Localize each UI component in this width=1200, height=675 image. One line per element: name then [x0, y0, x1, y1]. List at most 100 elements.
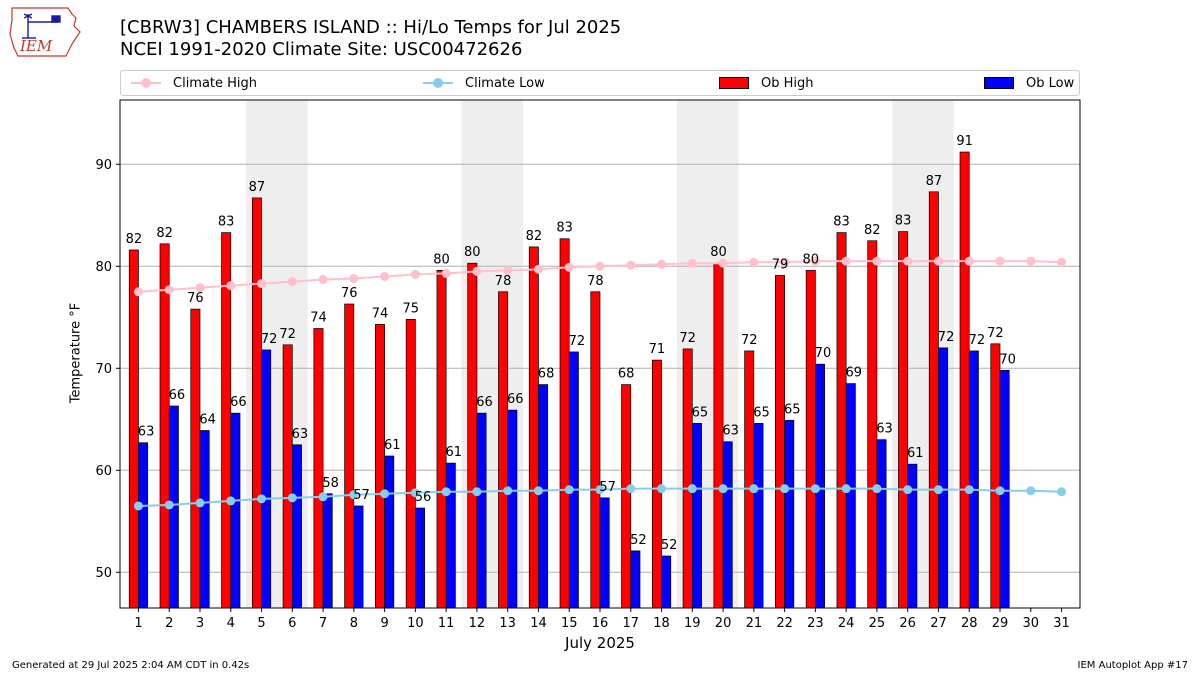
bar-ob-high — [344, 303, 355, 609]
x-tick-label: 19 — [684, 616, 701, 631]
bar-ob-high — [590, 291, 601, 609]
bar-ob-low — [691, 423, 702, 609]
data-label-ob-low: 61 — [907, 446, 924, 461]
bar-ob-low — [661, 555, 672, 609]
data-label-ob-low: 72 — [938, 330, 955, 345]
bar-ob-high — [159, 243, 170, 609]
data-label-ob-high: 72 — [679, 331, 696, 346]
bar-ob-low — [445, 462, 456, 609]
y-tick-label: 90 — [95, 158, 112, 173]
data-label-ob-low: 70 — [999, 352, 1016, 367]
bar-ob-low — [599, 497, 610, 609]
data-label-ob-high: 68 — [618, 367, 635, 382]
data-label-ob-low: 66 — [507, 392, 524, 407]
data-label-ob-low: 63 — [722, 424, 739, 439]
data-label-ob-low: 66 — [169, 388, 186, 403]
bar-ob-low — [876, 439, 887, 609]
data-label-ob-low: 52 — [630, 533, 647, 548]
legend-label-ob-low: Ob Low — [1026, 75, 1075, 91]
climate-low-point — [441, 487, 451, 497]
bar-ob-high — [375, 324, 385, 609]
legend-label-climate-high: Climate High — [173, 75, 258, 91]
climate-low-point — [226, 496, 236, 506]
climate-high-point — [626, 260, 636, 270]
bar-ob-low — [353, 505, 364, 609]
bar-ob-low — [938, 347, 949, 609]
data-label-ob-high: 83 — [833, 215, 850, 230]
bar-ob-low — [568, 351, 579, 609]
x-tick-label: 3 — [196, 616, 204, 631]
data-label-ob-low: 68 — [538, 367, 555, 382]
x-tick-label: 2 — [165, 616, 173, 631]
bar-ob-low — [138, 442, 149, 609]
data-label-ob-high: 71 — [649, 342, 666, 357]
bar-ob-high — [805, 270, 816, 609]
y-axis-label: Temperature °F — [68, 302, 84, 404]
climate-low-point — [472, 487, 482, 497]
climate-high-point — [195, 283, 205, 293]
climate-high-point — [564, 262, 574, 272]
legend-swatch-ob-high — [719, 77, 749, 89]
data-label-ob-high: 72 — [741, 333, 758, 348]
climate-high-point — [1026, 256, 1036, 266]
data-label-ob-high: 82 — [126, 232, 143, 247]
bar-ob-high — [559, 238, 570, 609]
data-label-ob-high: 74 — [372, 306, 389, 321]
climate-low-point — [964, 485, 974, 495]
data-label-ob-high: 76 — [341, 286, 358, 301]
x-tick-label: 13 — [499, 616, 516, 631]
x-tick-label: 16 — [592, 616, 609, 631]
bar-ob-high — [651, 359, 662, 609]
climate-high-point — [349, 274, 359, 284]
data-label-ob-low: 63 — [138, 425, 155, 440]
climate-high-point — [903, 256, 913, 266]
data-label-ob-low: 65 — [692, 405, 709, 420]
climate-high-point — [718, 258, 728, 268]
data-label-ob-high: 78 — [495, 274, 512, 289]
climate-low-point — [933, 485, 943, 495]
data-label-ob-low: 72 — [569, 334, 586, 349]
legend-item-ob-high: Ob High — [719, 71, 814, 95]
x-tick-label: 27 — [930, 616, 947, 631]
bar-ob-low — [261, 349, 272, 609]
data-label-ob-low: 70 — [815, 346, 832, 361]
x-tick-label: 17 — [622, 616, 639, 631]
bar-ob-low — [199, 430, 210, 609]
data-label-ob-high: 91 — [956, 134, 973, 149]
climate-low-point — [257, 494, 267, 504]
bar-ob-low — [230, 412, 241, 609]
climate-high-point — [133, 287, 143, 297]
climate-high-point — [164, 285, 174, 295]
data-label-ob-low: 56 — [415, 490, 432, 505]
climate-high-point — [380, 271, 390, 281]
data-label-ob-high: 80 — [710, 245, 727, 260]
climate-low-point — [841, 484, 851, 494]
legend-label-ob-high: Ob High — [761, 75, 814, 91]
data-label-ob-low: 72 — [261, 332, 278, 347]
x-tick-label: 20 — [715, 616, 732, 631]
data-label-ob-high: 76 — [187, 291, 204, 306]
climate-low-point — [749, 484, 759, 494]
climate-high-point — [287, 277, 297, 287]
app-id: IEM Autoplot App #17 — [1077, 660, 1188, 671]
bar-ob-high — [405, 318, 416, 609]
logo-text: IEM — [19, 37, 53, 55]
data-label-ob-low: 65 — [753, 405, 770, 420]
y-tick-label: 60 — [95, 464, 112, 479]
x-tick-label: 23 — [807, 616, 824, 631]
y-tick-label: 80 — [95, 260, 112, 275]
legend-label-climate-low: Climate Low — [465, 75, 545, 91]
bar-ob-high — [436, 270, 447, 609]
x-tick-label: 8 — [350, 616, 358, 631]
x-tick-label: 12 — [469, 616, 486, 631]
x-tick-label: 10 — [407, 616, 424, 631]
data-label-ob-high: 83 — [556, 221, 573, 236]
chart-legend: Climate High Climate Low Ob High Ob Low — [120, 70, 1080, 96]
climate-high-point — [533, 264, 543, 274]
data-label-ob-high: 83 — [895, 214, 912, 229]
y-tick-label: 50 — [95, 566, 112, 581]
data-label-ob-low: 69 — [845, 366, 862, 381]
climate-high-point — [687, 258, 697, 268]
x-tick-label: 18 — [653, 616, 670, 631]
climate-low-point — [1057, 487, 1067, 497]
